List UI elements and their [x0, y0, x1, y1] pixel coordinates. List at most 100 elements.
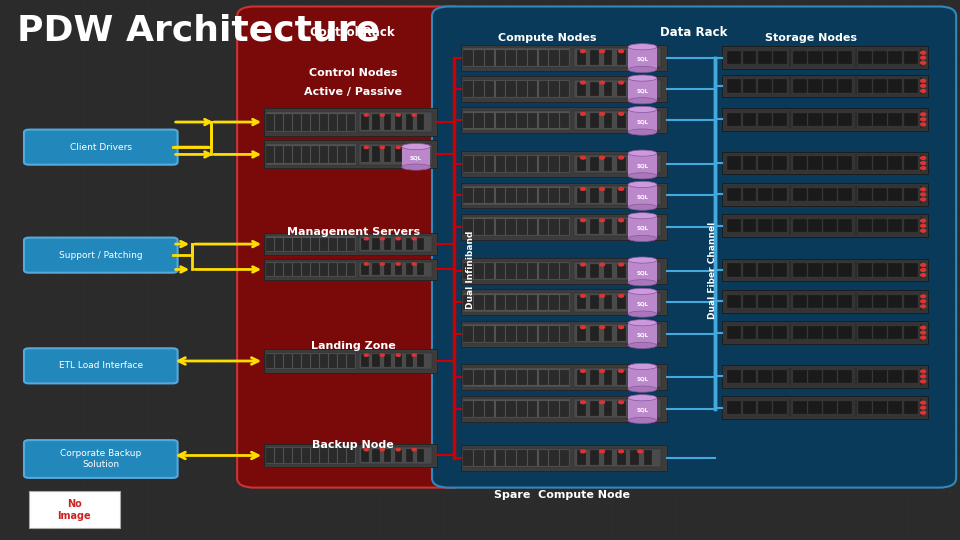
Circle shape: [921, 118, 925, 121]
Bar: [577, 50, 586, 65]
Bar: [889, 157, 902, 170]
Bar: [757, 370, 772, 383]
Bar: [631, 326, 639, 341]
Bar: [495, 263, 505, 279]
Bar: [560, 219, 569, 235]
Bar: [903, 219, 918, 232]
Bar: [528, 112, 538, 129]
Bar: [773, 219, 787, 232]
Bar: [631, 82, 639, 96]
Circle shape: [364, 146, 369, 148]
Bar: [590, 450, 599, 465]
Bar: [722, 214, 928, 237]
Bar: [631, 450, 639, 465]
Bar: [485, 294, 494, 310]
Bar: [539, 50, 548, 66]
Bar: [463, 293, 570, 312]
Bar: [506, 50, 516, 66]
Bar: [517, 450, 526, 466]
Ellipse shape: [628, 181, 657, 187]
Bar: [631, 188, 639, 202]
Bar: [372, 238, 380, 250]
Bar: [560, 326, 569, 342]
Bar: [722, 183, 928, 206]
Bar: [461, 364, 667, 390]
Bar: [395, 354, 402, 367]
Bar: [643, 264, 653, 278]
Bar: [757, 401, 772, 414]
Bar: [361, 238, 369, 250]
Bar: [284, 238, 292, 251]
Bar: [495, 219, 505, 235]
Circle shape: [921, 79, 925, 82]
Bar: [726, 77, 789, 94]
Bar: [320, 448, 328, 463]
Bar: [590, 370, 599, 384]
Bar: [838, 264, 852, 276]
Bar: [728, 326, 741, 339]
Bar: [726, 261, 789, 279]
Bar: [858, 113, 872, 126]
Bar: [464, 219, 473, 235]
Bar: [726, 368, 789, 385]
Circle shape: [921, 411, 925, 414]
Bar: [461, 107, 667, 133]
Bar: [793, 113, 806, 126]
Circle shape: [921, 274, 925, 276]
Bar: [628, 47, 657, 70]
Ellipse shape: [628, 106, 657, 112]
Bar: [838, 113, 852, 126]
Bar: [722, 46, 928, 69]
Bar: [577, 157, 586, 171]
Circle shape: [637, 369, 642, 372]
Circle shape: [581, 369, 586, 372]
Bar: [858, 157, 872, 170]
Bar: [574, 155, 661, 173]
Bar: [874, 113, 887, 126]
Bar: [726, 324, 789, 341]
Bar: [874, 157, 887, 170]
Bar: [858, 264, 872, 276]
Bar: [417, 238, 424, 250]
Circle shape: [618, 369, 624, 372]
Bar: [464, 401, 473, 417]
Bar: [264, 140, 437, 168]
Bar: [643, 401, 653, 416]
Circle shape: [921, 230, 925, 232]
Circle shape: [380, 146, 384, 148]
Bar: [539, 450, 548, 466]
Bar: [757, 113, 772, 126]
Bar: [823, 113, 837, 126]
Bar: [604, 326, 612, 341]
Bar: [417, 146, 424, 162]
Bar: [463, 155, 570, 173]
Bar: [264, 444, 437, 467]
Text: SQL: SQL: [636, 226, 649, 231]
Circle shape: [618, 81, 624, 84]
Bar: [506, 112, 516, 129]
Bar: [302, 146, 310, 163]
Bar: [311, 354, 319, 368]
Bar: [485, 450, 494, 466]
Bar: [474, 219, 484, 235]
Circle shape: [600, 401, 605, 403]
Bar: [742, 219, 756, 232]
Bar: [311, 238, 319, 251]
Bar: [858, 370, 872, 383]
Bar: [856, 293, 921, 310]
Bar: [808, 295, 822, 308]
Bar: [722, 396, 928, 419]
Bar: [560, 156, 569, 172]
Bar: [372, 354, 380, 367]
Bar: [266, 263, 275, 276]
Bar: [495, 112, 505, 129]
Bar: [791, 324, 854, 341]
Bar: [631, 113, 639, 127]
Ellipse shape: [628, 320, 657, 326]
Bar: [808, 51, 822, 64]
Circle shape: [921, 295, 925, 298]
Text: Compute Nodes: Compute Nodes: [498, 33, 596, 43]
Bar: [461, 214, 667, 240]
Circle shape: [637, 219, 642, 221]
Bar: [808, 326, 822, 339]
